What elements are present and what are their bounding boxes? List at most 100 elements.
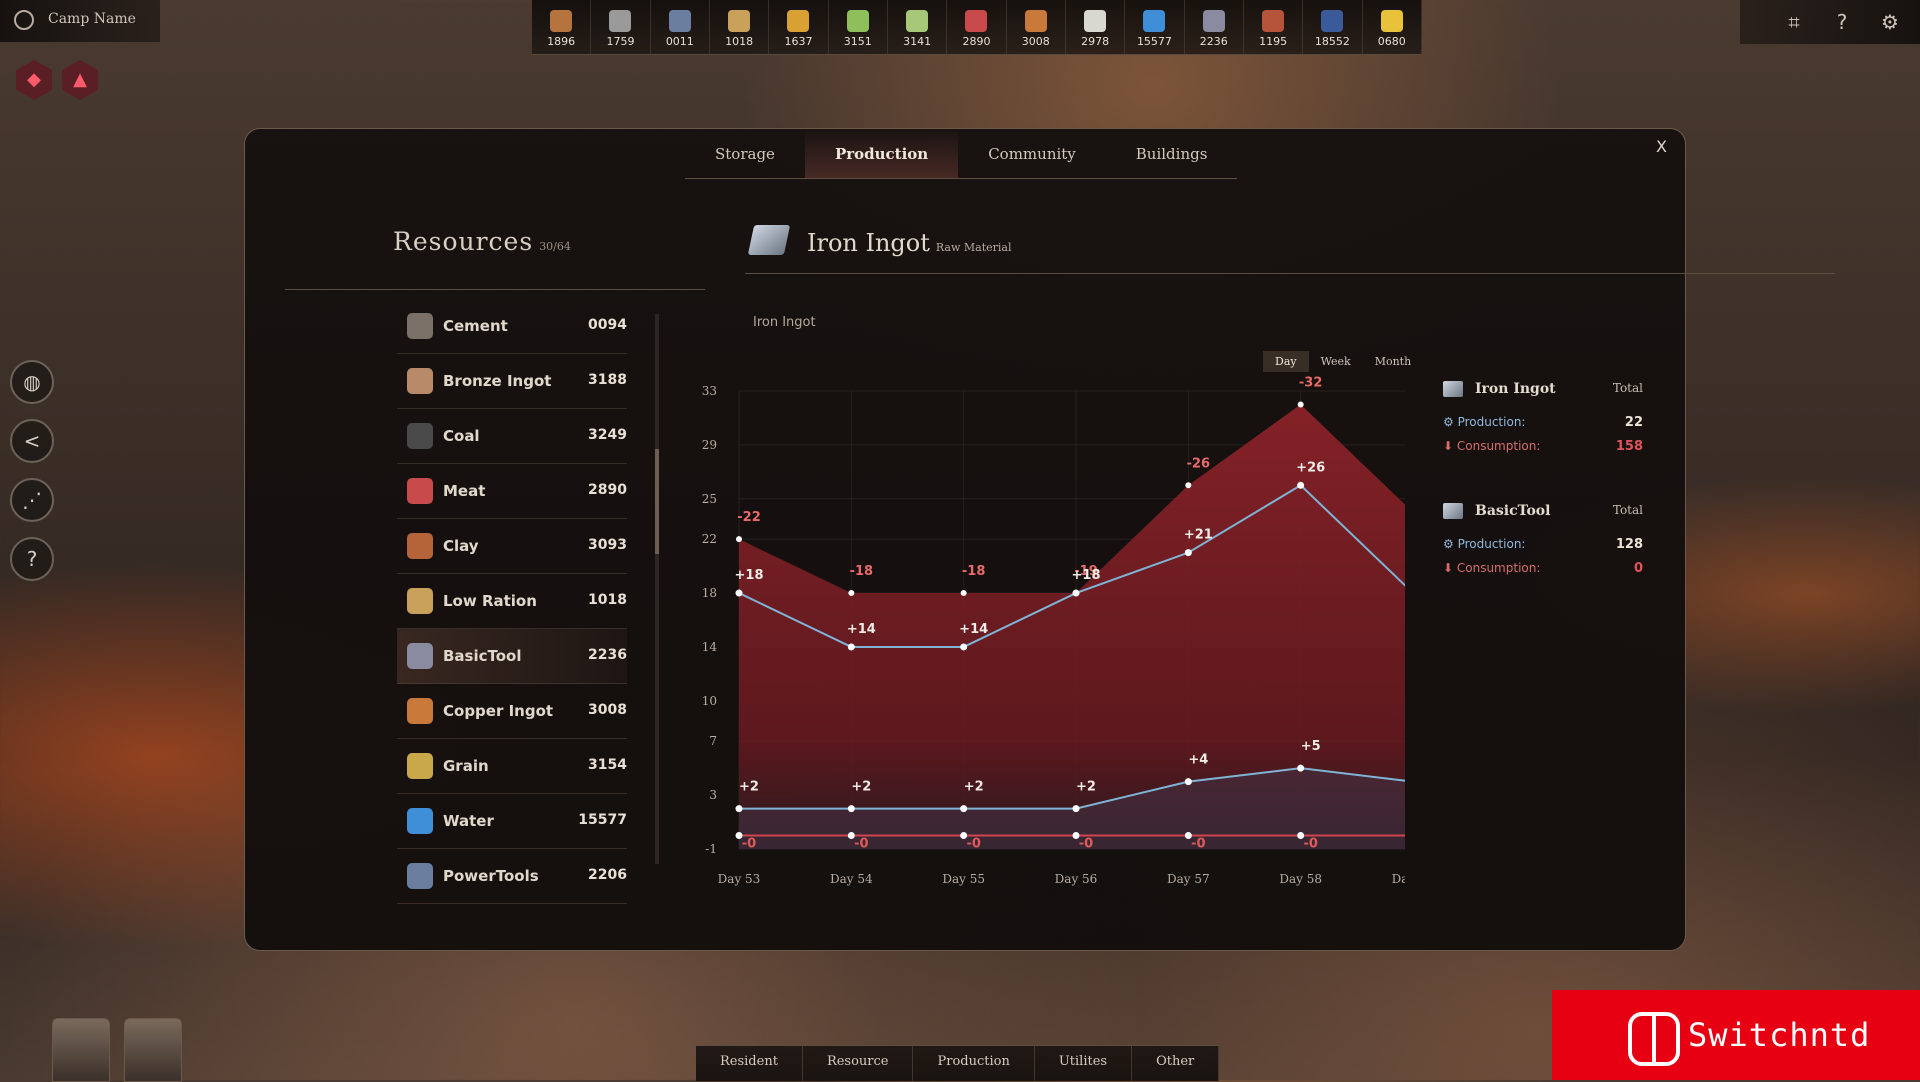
- alert-cube-icon[interactable]: ◆: [16, 60, 52, 100]
- globe-icon[interactable]: ◍: [10, 360, 54, 404]
- resource-name: Grain: [443, 757, 489, 775]
- resource-bar-item[interactable]: 1759: [591, 0, 651, 54]
- resource-bar-item[interactable]: 3141: [888, 0, 948, 54]
- resource-bar-item[interactable]: 2890: [947, 0, 1007, 54]
- consumption-point: [1297, 401, 1304, 408]
- list-item[interactable]: Bronze Ingot 3188: [397, 354, 627, 409]
- resource-name: Copper Ingot: [443, 702, 554, 720]
- scrollbar-thumb[interactable]: [655, 449, 659, 554]
- resource-bar-item[interactable]: 3151: [829, 0, 888, 54]
- resource-bar-item[interactable]: 0011: [651, 0, 710, 54]
- detail-subtitle: Raw Material: [935, 241, 1012, 254]
- basictool-icon: [407, 643, 433, 669]
- basictool-production-line-point: [735, 805, 743, 813]
- legend-total-label: Total: [1612, 381, 1643, 395]
- legend-name: Iron Ingot: [1475, 381, 1556, 397]
- y-tick-label: 25: [702, 492, 717, 506]
- data-label: +14: [847, 622, 876, 637]
- list-item[interactable]: Coal 3249: [397, 409, 627, 464]
- resource-bar-item[interactable]: 1637: [769, 0, 829, 54]
- tab-buildings[interactable]: Buildings: [1135, 145, 1208, 163]
- tab-production[interactable]: Production: [804, 128, 959, 178]
- iron-production-line-point: [847, 643, 855, 651]
- legend-consumption-label: ⬇ Consumption:: [1443, 561, 1541, 575]
- legend-consumption-value: 158: [1615, 439, 1643, 454]
- tab-community[interactable]: Community: [988, 145, 1076, 163]
- list-item[interactable]: Meat 2890: [397, 464, 627, 519]
- resource-bar-item[interactable]: 2236: [1185, 0, 1244, 54]
- data-label: +2: [964, 780, 984, 795]
- resource-name: Clay: [443, 537, 479, 555]
- resource-value: 2236: [1199, 35, 1228, 48]
- list-item[interactable]: Copper Ingot 3008: [397, 684, 627, 739]
- grain-icon: [407, 753, 433, 779]
- bottom-menu-resource[interactable]: Resource: [803, 1046, 914, 1081]
- resource-amount: 2236: [588, 647, 627, 663]
- list-item[interactable]: Grain 3154: [397, 739, 627, 794]
- bottom-menu-utilites[interactable]: Utilites: [1035, 1046, 1133, 1081]
- help-icon[interactable]: ?: [1836, 10, 1848, 34]
- bottom-menu-other[interactable]: Other: [1132, 1046, 1220, 1081]
- y-tick-label: 29: [702, 438, 717, 452]
- list-item[interactable]: Water 15577: [397, 794, 627, 849]
- legend-consumption-value: 0: [1633, 561, 1643, 576]
- data-label: +21: [1184, 528, 1213, 543]
- resource-value: 3008: [1021, 35, 1050, 48]
- legend-production-value: 128: [1615, 537, 1643, 552]
- bottom-menu-production[interactable]: Production: [913, 1046, 1035, 1081]
- list-item[interactable]: Low Ration 1018: [397, 574, 627, 629]
- range-week[interactable]: Week: [1320, 355, 1351, 368]
- list-item[interactable]: BasicTool 2236: [397, 629, 627, 684]
- data-label: -0: [1191, 837, 1205, 852]
- tab-storage[interactable]: Storage: [715, 145, 775, 163]
- close-button[interactable]: X: [1656, 137, 1667, 156]
- consumption-label-text: Consumption:: [1456, 561, 1541, 575]
- resource-icon: [550, 10, 573, 32]
- settings-gear-icon[interactable]: ⚙: [1881, 10, 1899, 34]
- alert-fire-icon[interactable]: ▲: [62, 60, 98, 100]
- resource-icon: [1143, 10, 1166, 32]
- screenshot-icon[interactable]: ⌗: [1788, 10, 1800, 34]
- consumption-point: [960, 590, 967, 597]
- resource-amount: 3249: [588, 427, 627, 443]
- resource-value: 3151: [843, 35, 872, 48]
- resource-bar-item[interactable]: 3008: [1007, 0, 1066, 54]
- camp-header: Camp Name: [0, 0, 160, 42]
- bottom-menu-resident[interactable]: Resident: [696, 1046, 803, 1081]
- list-item[interactable]: Clay 3093: [397, 519, 627, 574]
- resource-bar-item[interactable]: 15577: [1125, 0, 1185, 54]
- basictool-production-line-point: [960, 805, 968, 813]
- watermark-text: Switchntd: [1688, 1016, 1871, 1054]
- share-icon[interactable]: <: [10, 419, 54, 463]
- list-item[interactable]: Cement 0094: [397, 299, 627, 354]
- resource-amount: 3093: [588, 537, 627, 553]
- stats-chart-icon[interactable]: ⋰: [10, 478, 54, 522]
- x-tick-label: Day 59: [1392, 872, 1405, 886]
- legend-production-value: 22: [1624, 415, 1643, 430]
- resource-bar-item[interactable]: 2978: [1066, 0, 1126, 54]
- resource-bar-item[interactable]: 1195: [1244, 0, 1304, 54]
- help-circle-icon[interactable]: ?: [10, 537, 54, 581]
- meat-icon: [407, 478, 433, 504]
- range-day[interactable]: Day: [1263, 351, 1309, 372]
- resource-bar-item[interactable]: 0680: [1363, 0, 1422, 54]
- camp-name: Camp Name: [48, 11, 136, 27]
- data-label: -0: [1303, 837, 1317, 852]
- resource-list-scrollbar[interactable]: [655, 314, 659, 864]
- resource-icon: [1321, 10, 1344, 32]
- resource-bar-item[interactable]: 1018: [710, 0, 770, 54]
- resource-amount: 1018: [588, 592, 627, 608]
- resource-bar-item[interactable]: 18552: [1303, 0, 1363, 54]
- basictool-consumption-line-point: [1184, 832, 1192, 840]
- resource-value: 2890: [962, 35, 991, 48]
- range-month[interactable]: Month: [1374, 355, 1412, 368]
- resource-bar-item[interactable]: 1896: [532, 0, 592, 54]
- list-item[interactable]: PowerTools 2206: [397, 849, 627, 904]
- water-icon: [407, 808, 433, 834]
- camp-gear-icon[interactable]: [14, 10, 34, 30]
- avatar[interactable]: [124, 1018, 182, 1082]
- data-label: +14: [959, 622, 988, 637]
- avatar[interactable]: [52, 1018, 110, 1082]
- divider: [285, 289, 705, 290]
- basictool-consumption-line-point: [960, 832, 968, 840]
